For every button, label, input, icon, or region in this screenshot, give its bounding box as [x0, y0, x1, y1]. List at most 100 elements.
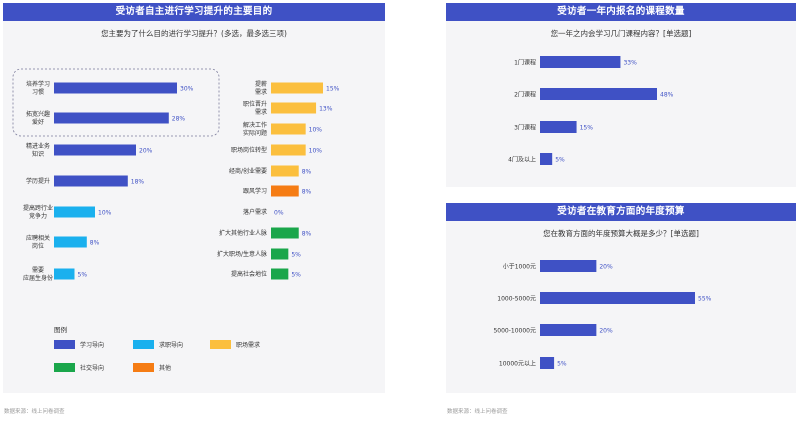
legend-swatch	[133, 363, 154, 372]
legend-swatch	[54, 340, 75, 349]
value-label: 5%	[555, 157, 565, 164]
bar-label: 跟风学习	[243, 187, 267, 195]
bar-label: 提高跨行业竞争力	[23, 204, 53, 220]
course-count-bar-chart: 1门课程 33% 2门课程 48% 3门课程 15% 4门及以上 5%	[508, 56, 674, 165]
budget-subtitle: 您在教育方面的年度预算大概是多少？[单选题]	[543, 229, 699, 238]
value-label: 8%	[302, 189, 312, 196]
bar-label: 落户需求	[243, 208, 267, 216]
source-note-left: 数据来源：线上问卷调查	[4, 409, 65, 415]
bar	[54, 175, 128, 187]
value-label: 20%	[599, 264, 613, 271]
highlight-box	[12, 68, 220, 137]
bar-label: 应聘相关岗位	[26, 234, 50, 250]
value-label: 8%	[302, 231, 312, 238]
value-label: 5%	[78, 272, 88, 279]
legend-title: 图例	[54, 325, 67, 334]
bar	[54, 112, 169, 124]
value-label: 28%	[172, 116, 186, 123]
bar-label: 学历提升	[26, 177, 50, 185]
legend-label: 社交导向	[80, 364, 104, 372]
bar-label: 精进业务知识	[26, 142, 50, 158]
bar	[271, 248, 289, 260]
bar-label: 扩大其他行业人脉	[219, 229, 267, 237]
value-label: 55%	[698, 296, 712, 303]
value-label: 30%	[180, 86, 194, 93]
category-label: 2门课程	[514, 91, 536, 99]
bar-label: 培养学习习惯	[26, 80, 50, 96]
value-label: 18%	[131, 179, 145, 186]
bar	[540, 153, 553, 165]
value-label: 20%	[599, 328, 613, 335]
legend-swatch	[210, 340, 231, 349]
category-label: 4门及以上	[508, 156, 536, 164]
bar	[271, 165, 299, 177]
bar	[271, 82, 323, 94]
value-label: 8%	[302, 169, 312, 176]
bar-label: 拓宽兴趣爱好	[26, 110, 50, 126]
bar-label: 解决工作实际问题	[243, 121, 267, 137]
value-label: 33%	[623, 60, 637, 67]
category-label: 1门课程	[514, 59, 536, 67]
bar	[271, 185, 299, 197]
bar-label: 经商/创业需要	[229, 167, 267, 175]
value-label: 10%	[309, 148, 323, 155]
purpose-chart-title: 受访者自主进行学习提升的主要目的	[3, 3, 385, 21]
value-label: 13%	[319, 106, 333, 113]
value-label: 0%	[274, 210, 284, 217]
legend-swatch	[54, 363, 75, 372]
legend-label: 学习导向	[80, 341, 104, 349]
bar	[54, 82, 177, 94]
bar	[54, 144, 136, 156]
category-label: 1000-5000元	[497, 296, 536, 303]
category-label: 10000元以上	[499, 360, 536, 368]
value-label: 8%	[90, 240, 100, 247]
bar-label: 职位晋升需求	[243, 100, 267, 116]
value-label: 5%	[291, 272, 301, 279]
bar	[540, 88, 657, 100]
bar	[540, 56, 621, 68]
bar-label: 职场岗位转型	[231, 146, 267, 154]
value-label: 20%	[139, 148, 153, 155]
value-label: 10%	[98, 210, 112, 217]
bar-label: 需要应届生身份	[23, 267, 53, 282]
course-count-subtitle: 您一年之内会学习几门课程内容？[单选题]	[550, 29, 692, 38]
value-label: 15%	[580, 125, 594, 132]
value-label: 5%	[557, 361, 567, 368]
legend-label: 职场需求	[236, 341, 260, 349]
bar	[54, 206, 95, 218]
category-label: 3门课程	[514, 124, 536, 132]
value-label: 10%	[309, 127, 323, 134]
source-note-right: 数据来源：线上问卷调查	[447, 409, 508, 415]
budget-title: 受访者在教育方面的年度预算	[446, 203, 796, 221]
course-count-title: 受访者一年内报名的课程数量	[446, 3, 796, 21]
bar-label: 提高社会地位	[231, 270, 267, 278]
purpose-bar-chart: 培养学习习惯 30% 拓宽兴趣爱好 28% 精进业务知识 20% 学历提升 18% 提高跨行业竞…	[12, 68, 340, 372]
budget-panel: 受访者在教育方面的年度预算 您在教育方面的年度预算大概是多少？[单选题] 小于1…	[446, 203, 796, 393]
bar	[271, 144, 306, 156]
bar	[540, 357, 555, 369]
bar	[271, 227, 299, 239]
bar	[540, 292, 695, 304]
bar	[54, 236, 87, 248]
bar	[54, 268, 75, 280]
bar	[540, 260, 597, 272]
legend-label: 求职导向	[159, 341, 183, 349]
bar	[540, 121, 577, 133]
purpose-chart-panel: 受访者自主进行学习提升的主要目的 您主要为了什么目的进行学习提升？(多选，最多选…	[3, 3, 385, 393]
bar	[540, 324, 597, 336]
budget-bar-chart: 小于1000元 20% 1000-5000元 55% 5000-10000元 20% 100…	[493, 260, 712, 369]
course-count-panel: 受访者一年内报名的课程数量 您一年之内会学习几门课程内容？[单选题] 1门课程 3…	[446, 3, 796, 187]
category-label: 5000-10000元	[493, 328, 536, 335]
bar	[271, 102, 317, 114]
legend-label: 其他	[159, 364, 171, 372]
bar	[271, 268, 289, 280]
bar-label: 提薪需求	[255, 80, 267, 96]
bar	[271, 123, 306, 135]
value-label: 48%	[660, 92, 674, 99]
category-label: 小于1000元	[503, 263, 536, 271]
value-label: 5%	[291, 252, 301, 259]
bar-label: 扩大职场/生意人脉	[217, 250, 267, 258]
value-label: 15%	[326, 86, 340, 93]
purpose-chart-subtitle: 您主要为了什么目的进行学习提升？(多选，最多选三项)	[101, 29, 287, 38]
legend-swatch	[133, 340, 154, 349]
